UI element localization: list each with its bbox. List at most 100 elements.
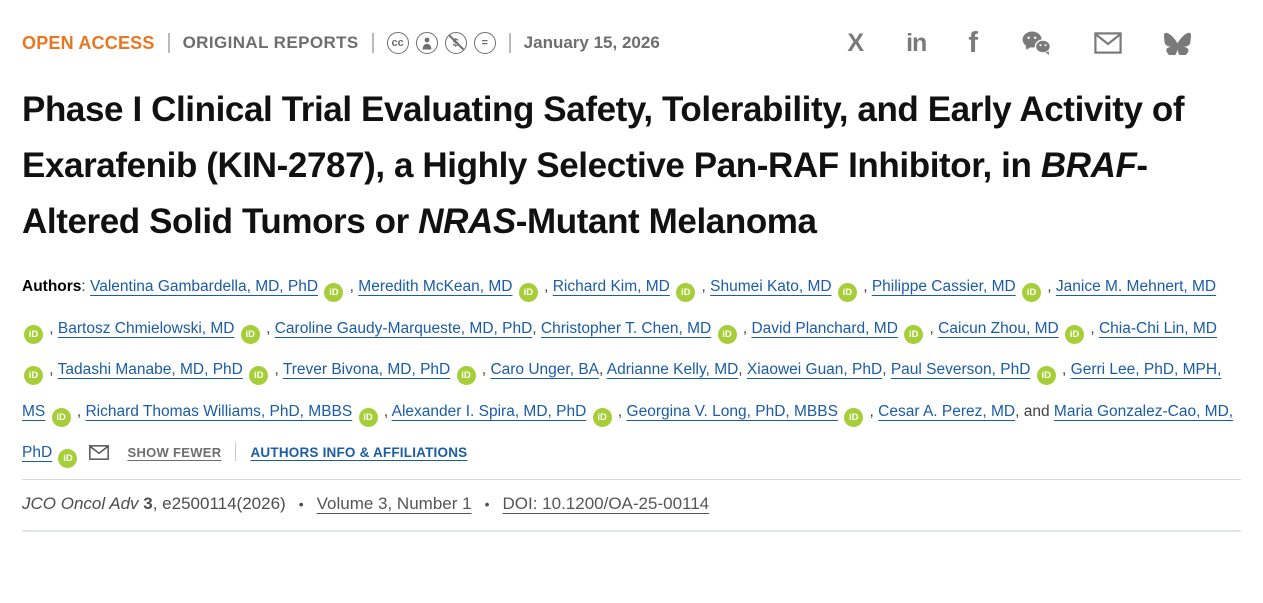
- orcid-icon[interactable]: iD: [1021, 283, 1041, 303]
- author-link[interactable]: Paul Severson, PhD: [890, 361, 1031, 378]
- vertical-divider: [371, 33, 374, 53]
- author-separator: ,: [925, 319, 939, 337]
- orcid-icon[interactable]: iD: [1065, 324, 1085, 344]
- author-separator: ,: [45, 361, 58, 378]
- author-link[interactable]: Tadashi Manabe, MD, PhD: [57, 361, 243, 378]
- citation-text: JCO Oncol Adv 3, e2500114(2026): [22, 494, 286, 514]
- author-separator: ,: [345, 278, 359, 295]
- volume-issue-link[interactable]: Volume 3, Number 1: [316, 493, 472, 513]
- vertical-divider: [167, 33, 170, 53]
- author-separator: ,: [45, 319, 58, 337]
- authors-block: Authors: Valentina Gambardella, MD, PhD …: [22, 266, 1237, 474]
- author-link[interactable]: Adrianne Kelly, MD: [606, 361, 739, 378]
- orcid-icon[interactable]: iD: [676, 283, 696, 303]
- no-derivatives-icon[interactable]: =: [473, 32, 496, 54]
- author-separator: ,: [477, 361, 491, 378]
- author-link[interactable]: Gerri Lee, PhD, MPH, MS: [22, 361, 1222, 420]
- facebook-icon[interactable]: f: [968, 26, 978, 59]
- author-separator: ,: [738, 319, 752, 337]
- orcid-icon[interactable]: iD: [249, 366, 269, 386]
- authors-colon: :: [81, 278, 91, 295]
- author-link[interactable]: Georgina V. Long, PhD, MBBS: [626, 402, 838, 420]
- authors-label: Authors: [22, 278, 82, 295]
- orcid-icon[interactable]: iD: [837, 283, 857, 303]
- orcid-icon[interactable]: iD: [240, 324, 260, 344]
- authors-info-affiliations-link[interactable]: AUTHORS INFO & AFFILIATIONS: [250, 445, 468, 460]
- orcid-icon[interactable]: iD: [592, 407, 612, 427]
- orcid-icon[interactable]: iD: [456, 366, 476, 386]
- author-link[interactable]: Christopher T. Chen, MD: [540, 319, 712, 337]
- bottom-divider: [22, 529, 1241, 532]
- show-fewer-button[interactable]: SHOW FEWER: [127, 445, 222, 460]
- bluesky-butterfly-icon[interactable]: [1164, 31, 1191, 55]
- orcid-icon[interactable]: iD: [1036, 366, 1056, 386]
- author-link[interactable]: Richard Thomas Williams, PhD, MBBS: [85, 402, 353, 420]
- author-link[interactable]: Janice M. Mehnert, MD: [1055, 278, 1217, 295]
- wechat-icon[interactable]: [1020, 30, 1052, 56]
- orcid-icon[interactable]: iD: [324, 283, 344, 303]
- author-link[interactable]: Caicun Zhou, MD: [938, 319, 1059, 337]
- author-separator: ,: [270, 361, 283, 378]
- author-separator: ,: [738, 361, 747, 378]
- article-title: Phase I Clinical Trial Evaluating Safety…: [22, 82, 1222, 250]
- cc-license-icons[interactable]: cc $ =: [386, 32, 496, 54]
- orcid-icon[interactable]: iD: [24, 366, 43, 386]
- author-link[interactable]: Cesar A. Perez, MD: [878, 402, 1016, 420]
- linkedin-icon[interactable]: in: [906, 28, 927, 57]
- author-separator: ,: [532, 319, 541, 337]
- author-link[interactable]: Meredith McKean, MD: [358, 278, 513, 295]
- orcid-icon[interactable]: iD: [518, 283, 538, 303]
- corresponding-author-email-icon[interactable]: [89, 445, 110, 463]
- author-separator: ,: [599, 361, 607, 378]
- doi-link[interactable]: DOI: 10.1200/OA-25-00114: [502, 493, 710, 513]
- authors-list: Valentina Gambardella, MD, PhD iD , Mere…: [22, 278, 1234, 469]
- title-text-segment: Phase I Clinical Trial Evaluating Safety…: [22, 90, 1185, 185]
- author-link[interactable]: David Planchard, MD: [751, 319, 898, 337]
- author-link[interactable]: Shumei Kato, MD: [710, 278, 832, 295]
- x-twitter-icon[interactable]: X: [847, 28, 865, 57]
- author-separator: , and: [1015, 402, 1054, 420]
- cc-icon[interactable]: cc: [386, 32, 409, 54]
- author-link[interactable]: Valentina Gambardella, MD, PhD: [90, 278, 319, 295]
- vertical-divider: [508, 33, 511, 53]
- author-link[interactable]: Alexander I. Spira, MD, PhD: [391, 402, 587, 420]
- author-link[interactable]: Chia-Chi Lin, MD: [1098, 319, 1217, 337]
- author-separator: ,: [858, 278, 872, 295]
- author-link[interactable]: Caro Unger, BA: [490, 361, 600, 378]
- topbar-meta: OPEN ACCESS ORIGINAL REPORTS cc $ = Janu…: [22, 32, 660, 54]
- non-commercial-icon[interactable]: $: [444, 32, 467, 54]
- section-label: ORIGINAL REPORTS: [182, 33, 359, 52]
- orcid-icon[interactable]: iD: [358, 407, 378, 427]
- orcid-icon[interactable]: iD: [717, 324, 737, 344]
- author-link[interactable]: Caroline Gaudy-Marqueste, MD, PhD: [274, 319, 533, 337]
- author-separator: ,: [72, 402, 86, 420]
- article-id: , e2500114(2026): [152, 493, 286, 513]
- orcid-icon[interactable]: iD: [51, 407, 71, 427]
- publish-date: January 15, 2026: [523, 33, 660, 52]
- author-separator: ,: [539, 278, 553, 295]
- orcid-icon[interactable]: iD: [24, 324, 43, 344]
- author-separator: ,: [697, 278, 711, 295]
- attribution-person-icon[interactable]: [415, 32, 438, 54]
- author-link[interactable]: Trever Bivona, MD, PhD: [282, 361, 451, 378]
- volume-number: 3: [143, 493, 153, 513]
- author-link[interactable]: Maria Gonzalez-Cao, MD, PhD: [22, 402, 1234, 462]
- author-separator: ,: [882, 361, 891, 378]
- citation-divider: [22, 478, 1241, 480]
- orcid-icon[interactable]: iD: [58, 449, 78, 469]
- orcid-icon[interactable]: iD: [844, 407, 864, 427]
- email-share-icon[interactable]: [1094, 32, 1122, 54]
- journal-name: JCO Oncol Adv: [22, 493, 139, 513]
- author-link[interactable]: Richard Kim, MD: [552, 278, 670, 295]
- author-link[interactable]: Bartosz Chmielowski, MD: [57, 319, 235, 337]
- author-separator: ,: [1086, 319, 1099, 337]
- article-header-page: OPEN ACCESS ORIGINAL REPORTS cc $ = Janu…: [0, 0, 1263, 532]
- title-text-segment: -Mutant Melanoma: [515, 202, 817, 241]
- orcid-icon[interactable]: iD: [904, 324, 924, 344]
- share-toolbar: X in f: [847, 27, 1241, 60]
- title-gene-symbol: NRAS: [418, 202, 516, 241]
- author-link[interactable]: Xiaowei Guan, PhD: [746, 361, 883, 378]
- bullet-separator: •: [298, 495, 304, 512]
- author-link[interactable]: Philippe Cassier, MD: [871, 278, 1016, 295]
- author-separator: ,: [1042, 278, 1056, 295]
